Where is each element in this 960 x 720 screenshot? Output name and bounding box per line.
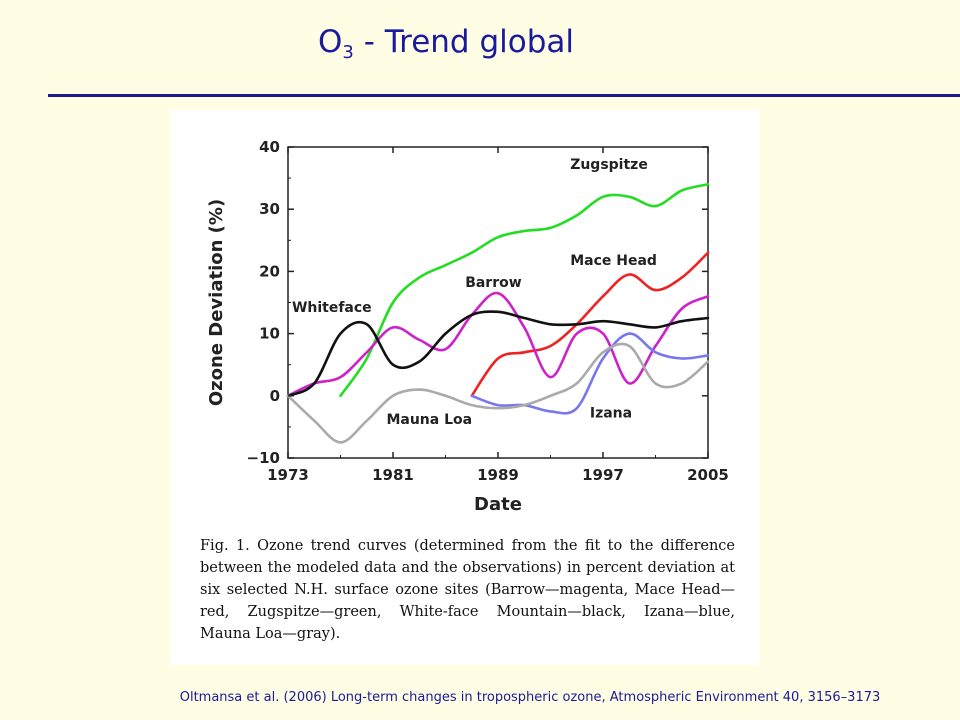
- x-tick-label: 1973: [267, 466, 309, 484]
- title-main: O: [318, 24, 343, 60]
- x-axis-label: Date: [474, 494, 522, 515]
- series-line-whiteface: [286, 310, 710, 398]
- y-tick-label: 40: [259, 138, 280, 156]
- y-tick-label: 0: [270, 387, 280, 405]
- slide-title: O3 - Trend global: [318, 24, 574, 63]
- series-line-izana: [470, 332, 710, 415]
- y-tick-label: 10: [259, 325, 280, 343]
- y-axis-label: Ozone Deviation (%): [206, 199, 227, 406]
- x-tick-label: 2005: [687, 466, 729, 484]
- x-tick-label: 1981: [372, 466, 414, 484]
- series-label-mauna-loa: Mauna Loa: [386, 412, 472, 428]
- series-label-mace-head: Mace Head: [570, 253, 657, 269]
- y-tick-label: 30: [259, 200, 280, 218]
- ozone-trend-chart: −10 0 10 20 30 40 1973 1981 1989 1997 2005 Date Ozo…: [206, 138, 729, 515]
- x-tick-label: 1997: [582, 466, 624, 484]
- title-subscript: 3: [342, 42, 354, 63]
- figure-panel: −10 0 10 20 30 40 1973 1981 1989 1997 2005 Date Ozo…: [170, 110, 760, 665]
- series-label-izana: Izana: [590, 406, 632, 422]
- y-tick-label: 20: [259, 262, 280, 280]
- title-divider: [48, 94, 960, 97]
- series-label-whiteface: Whiteface: [292, 300, 372, 316]
- series-label-zugspitze: Zugspitze: [570, 157, 648, 173]
- series-line-mauna-loa: [286, 342, 710, 444]
- series-label-barrow: Barrow: [465, 275, 522, 291]
- figure-caption: Fig. 1. Ozone trend curves (determined f…: [200, 538, 735, 642]
- series-line-barrow: [286, 291, 710, 398]
- citation: Oltmansa et al. (2006) Long-term changes…: [179, 690, 881, 705]
- title-rest: - Trend global: [353, 24, 574, 60]
- y-tick-label: −10: [247, 449, 280, 467]
- series-line-zugspitze: [339, 183, 710, 398]
- x-tick-label: 1989: [477, 466, 519, 484]
- series-line-mace-head: [470, 251, 710, 398]
